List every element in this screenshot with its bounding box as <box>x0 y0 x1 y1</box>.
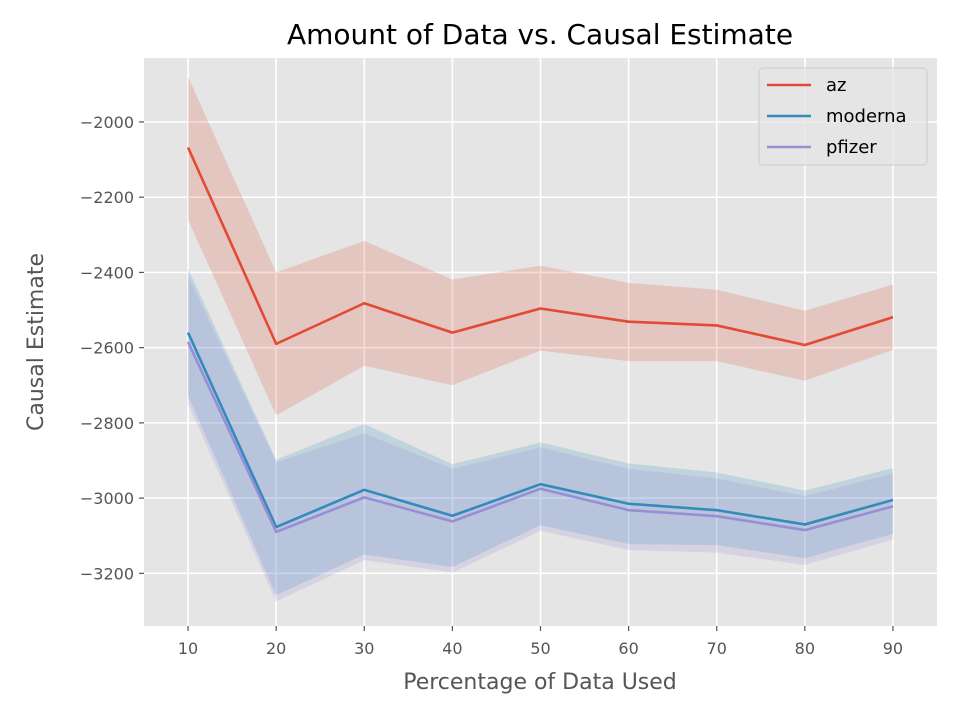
x-tick-label: 30 <box>354 639 374 658</box>
legend-label-pfizer: pfizer <box>826 137 877 158</box>
x-tick-label: 70 <box>707 639 727 658</box>
y-tick-label: −2800 <box>80 414 134 433</box>
confidence-bands <box>188 76 893 602</box>
x-tick-label: 20 <box>266 639 286 658</box>
x-tick-label: 10 <box>178 639 198 658</box>
y-tick-label: −3000 <box>80 489 134 508</box>
x-tick-label: 60 <box>618 639 638 658</box>
x-axis-label: Percentage of Data Used <box>403 670 677 695</box>
x-tick-label: 80 <box>795 639 815 658</box>
chart-title: Amount of Data vs. Causal Estimate <box>287 18 793 51</box>
legend: az moderna pfizer <box>758 67 928 166</box>
y-axis-label: Causal Estimate <box>24 253 49 431</box>
y-tick-label: −3200 <box>80 564 134 583</box>
y-tick-label: −2400 <box>80 263 134 282</box>
series-line-pfizer <box>186 341 894 534</box>
y-tick-label: −2000 <box>80 113 134 132</box>
series-lines <box>186 146 894 534</box>
legend-label-moderna: moderna <box>826 106 907 127</box>
x-axis-ticks: 10 20 30 40 50 60 70 80 90 <box>178 626 903 658</box>
y-tick-label: −2600 <box>80 339 134 358</box>
band-pfizer <box>188 276 893 602</box>
series-line-moderna <box>186 332 894 529</box>
band-az <box>188 76 893 416</box>
x-tick-label: 90 <box>883 639 903 658</box>
band-moderna <box>188 268 893 596</box>
x-tick-label: 40 <box>442 639 462 658</box>
y-axis-ticks: −2000 −2200 −2400 −2600 −2800 −3000 −3200 <box>80 113 144 583</box>
series-line-az <box>186 146 894 347</box>
legend-label-az: az <box>826 75 846 96</box>
legend-box <box>758 67 928 166</box>
y-tick-label: −2200 <box>80 188 134 207</box>
x-tick-label: 50 <box>530 639 550 658</box>
